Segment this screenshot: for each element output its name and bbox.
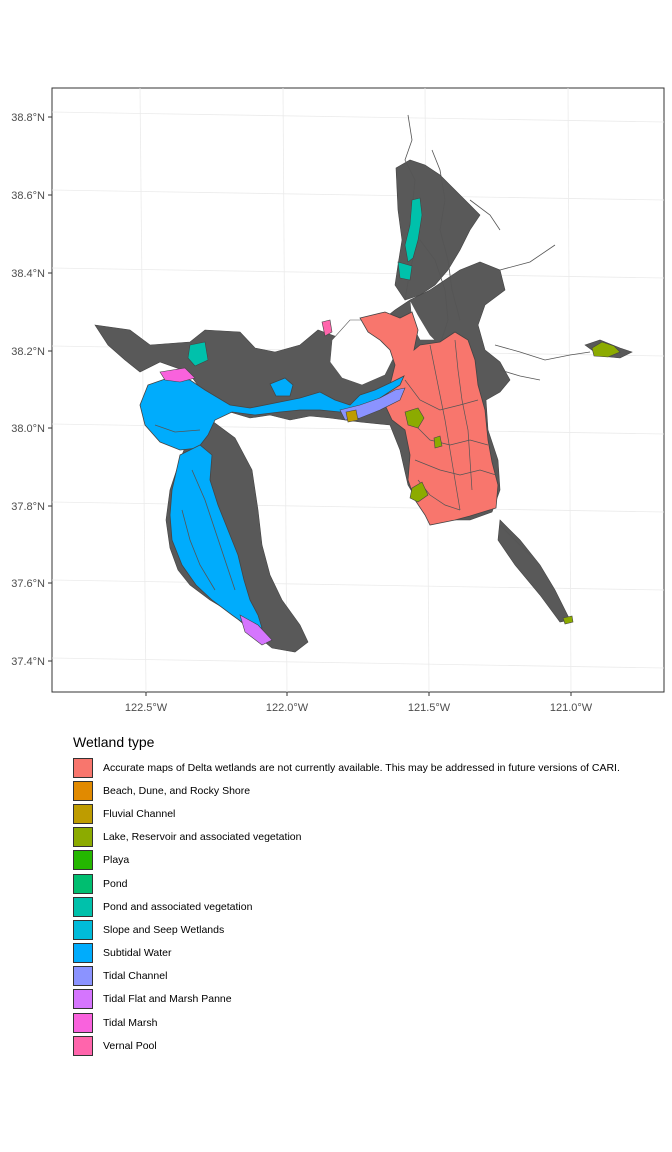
lat-label: 38.2°N bbox=[11, 346, 45, 358]
legend-swatch bbox=[73, 1035, 93, 1056]
legend-swatch bbox=[73, 943, 93, 964]
axis-ticks bbox=[48, 116, 572, 696]
subtidal-water bbox=[139, 375, 405, 629]
legend-swatch bbox=[73, 827, 93, 848]
lon-label: 122.5°W bbox=[125, 702, 168, 714]
tidal-marsh bbox=[159, 319, 333, 646]
lat-label: 38.4°N bbox=[11, 268, 45, 280]
legend-label: Fluvial Channel bbox=[103, 807, 176, 820]
legend-swatch bbox=[73, 966, 93, 987]
legend-item: Playa bbox=[73, 849, 663, 872]
legend-swatch bbox=[73, 850, 93, 871]
legend-swatch bbox=[73, 919, 93, 940]
legend-label: Tidal Flat and Marsh Panne bbox=[103, 993, 232, 1006]
legend-item: Tidal Flat and Marsh Panne bbox=[73, 988, 663, 1011]
legend-item: Slope and Seep Wetlands bbox=[73, 918, 663, 941]
legend-label: Subtidal Water bbox=[103, 947, 172, 960]
lat-label: 38.6°N bbox=[11, 190, 45, 202]
lat-label: 37.4°N bbox=[11, 656, 45, 668]
legend-item: Fluvial Channel bbox=[73, 802, 663, 825]
legend-item: Pond and associated vegetation bbox=[73, 895, 663, 918]
lake-reservoir bbox=[404, 341, 621, 625]
lat-label: 38.8°N bbox=[11, 112, 45, 124]
legend-item: Vernal Pool bbox=[73, 1034, 663, 1057]
legend-label: Slope and Seep Wetlands bbox=[103, 923, 225, 936]
legend-label: Pond and associated vegetation bbox=[103, 900, 253, 913]
lon-labels: 122.5°W 122.0°W 121.5°W 121.0°W bbox=[125, 702, 593, 714]
legend-label: Beach, Dune, and Rocky Shore bbox=[103, 784, 251, 797]
legend-item: Tidal Marsh bbox=[73, 1011, 663, 1034]
lon-label: 121.0°W bbox=[550, 702, 593, 714]
legend-label: Tidal Channel bbox=[103, 970, 168, 983]
legend-label: Tidal Marsh bbox=[103, 1016, 158, 1029]
legend-swatch bbox=[73, 896, 93, 917]
legend-item: Subtidal Water bbox=[73, 942, 663, 965]
legend-item: Tidal Channel bbox=[73, 965, 663, 988]
legend-item: Accurate maps of Delta wetlands are not … bbox=[73, 756, 663, 779]
lat-labels: 38.8°N 38.6°N 38.4°N 38.2°N 38.0°N 37.8°… bbox=[11, 112, 45, 668]
subtidal-channels bbox=[154, 424, 236, 591]
legend-label: Lake, Reservoir and associated vegetatio… bbox=[103, 831, 302, 844]
legend-item: Pond bbox=[73, 872, 663, 895]
legend-swatch bbox=[73, 989, 93, 1010]
legend-swatch bbox=[73, 803, 93, 824]
lat-label: 37.8°N bbox=[11, 501, 45, 513]
pond-vegetation bbox=[187, 197, 423, 367]
legend-item: Beach, Dune, and Rocky Shore bbox=[73, 779, 663, 802]
legend-label: Vernal Pool bbox=[103, 1039, 157, 1052]
fluvial-channel bbox=[345, 409, 359, 423]
legend-items: Accurate maps of Delta wetlands are not … bbox=[73, 756, 663, 1057]
legend-swatch bbox=[73, 1012, 93, 1033]
legend-swatch bbox=[73, 780, 93, 801]
legend-label: Pond bbox=[103, 877, 128, 890]
delta-channels bbox=[404, 114, 591, 556]
lon-label: 121.5°W bbox=[408, 702, 451, 714]
legend-swatch bbox=[73, 873, 93, 894]
lat-label: 37.6°N bbox=[11, 578, 45, 590]
legend-swatch bbox=[73, 757, 93, 778]
legend-title: Wetland type bbox=[73, 734, 155, 750]
lon-label: 122.0°W bbox=[266, 702, 309, 714]
legend: Wetland type Accurate maps of Delta wetl… bbox=[73, 734, 663, 1057]
legend-item: Lake, Reservoir and associated vegetatio… bbox=[73, 826, 663, 849]
legend-label: Accurate maps of Delta wetlands are not … bbox=[103, 761, 620, 774]
legend-label: Playa bbox=[103, 854, 130, 867]
wetland-map: 38.8°N 38.6°N 38.4°N 38.2°N 38.0°N 37.8°… bbox=[11, 87, 665, 714]
lat-label: 38.0°N bbox=[11, 423, 45, 435]
